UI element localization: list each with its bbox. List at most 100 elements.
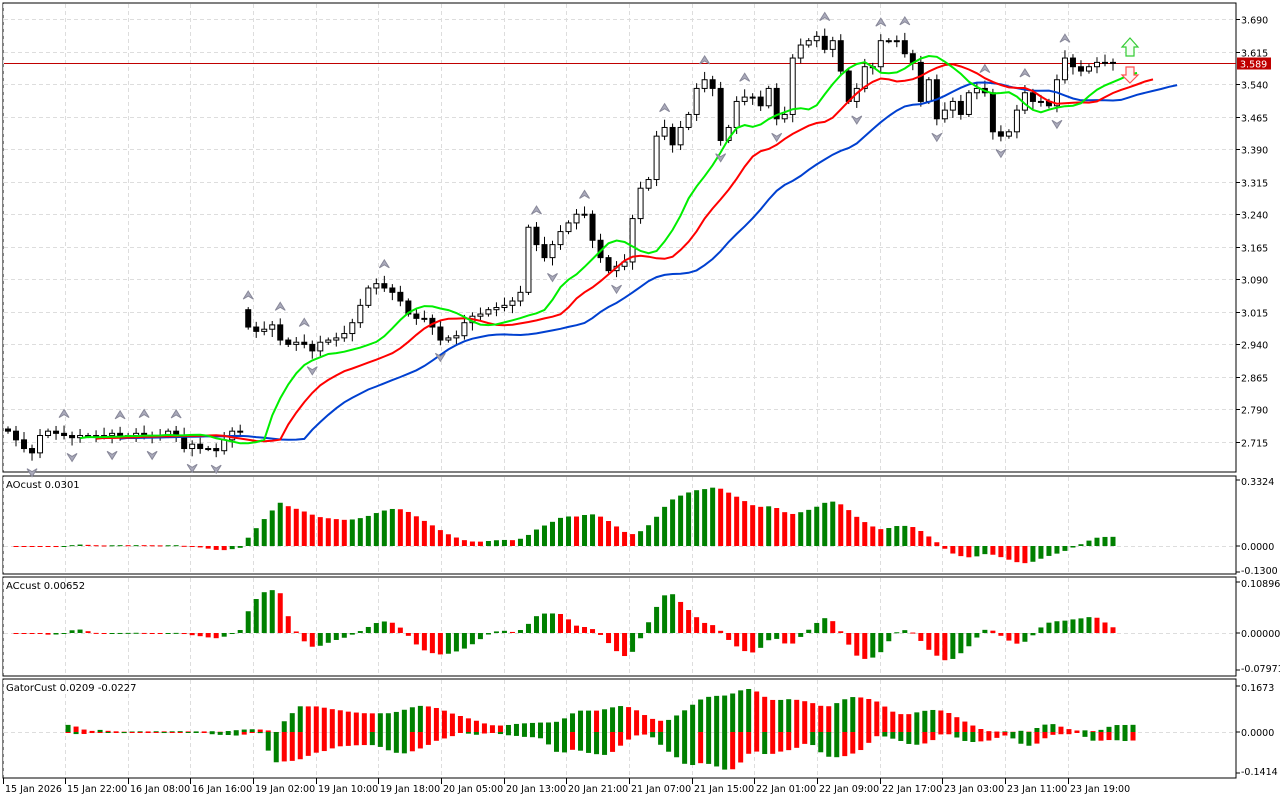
gator-upper-bar — [890, 711, 896, 732]
gator-lower-bar — [570, 732, 576, 750]
ac-bar — [798, 633, 804, 637]
candle — [13, 425, 20, 447]
candle-body — [413, 313, 420, 319]
candle-body — [653, 135, 660, 181]
ac-bar — [1038, 627, 1044, 633]
candle-body — [973, 87, 980, 94]
candle — [517, 285, 524, 307]
candle — [989, 88, 996, 140]
candle — [877, 34, 884, 72]
ao-bar — [461, 540, 467, 546]
ao-bar — [517, 538, 523, 546]
gator-upper-bar — [481, 723, 487, 732]
candle — [821, 28, 828, 54]
gator-upper-bar — [666, 719, 672, 732]
gator-lower-bar — [321, 732, 327, 752]
ac-bar — [405, 633, 411, 636]
candle-body — [317, 341, 324, 352]
ao-bar — [1110, 536, 1116, 546]
time-label: 23 Jan 11:00 — [1007, 784, 1067, 795]
ao-bar — [846, 510, 852, 546]
candle-body — [781, 113, 788, 120]
pane-frame-1 — [2, 475, 1237, 575]
ac-bar — [590, 629, 596, 633]
candle-body — [309, 343, 316, 352]
gator-lower-bar — [89, 732, 95, 734]
candle-body — [349, 322, 356, 335]
candle — [53, 425, 60, 440]
gator-upper-bar — [505, 724, 511, 732]
candle — [261, 321, 268, 336]
ac-bar — [397, 627, 403, 633]
candle-body — [397, 291, 404, 302]
gator-upper-bar — [690, 704, 696, 732]
ac-bar — [606, 633, 612, 644]
gator-lower-bar — [922, 732, 928, 744]
fractal-up-icon — [659, 102, 671, 113]
time-label: 23 Jan 19:00 — [1070, 784, 1130, 795]
ao-bar — [854, 516, 860, 546]
gator-lower-bar — [874, 732, 880, 737]
time-label: 20 Jan 21:00 — [568, 784, 628, 795]
ac-bar — [766, 633, 772, 641]
gator-lower-bar — [401, 732, 407, 754]
ao-bar — [541, 525, 547, 546]
ao-bar — [413, 516, 419, 546]
gator-upper-bar — [145, 731, 151, 733]
gator-upper-bar — [89, 730, 95, 732]
candle — [93, 430, 100, 443]
candle — [885, 38, 892, 44]
ac-bar — [85, 631, 91, 633]
candle — [373, 278, 380, 295]
gator-upper-bar — [786, 699, 792, 732]
candle-body — [949, 100, 956, 111]
time-label: 20 Jan 05:00 — [443, 784, 503, 795]
candle — [629, 214, 636, 270]
candle — [477, 307, 484, 322]
ao-bar — [590, 514, 596, 546]
ao-bar — [13, 546, 19, 547]
gator-upper-bar — [818, 705, 824, 732]
candle-body — [637, 187, 644, 220]
ac-bar — [1094, 617, 1100, 633]
gator-upper-bar — [377, 713, 383, 732]
gator-upper-bar — [65, 724, 71, 732]
candle-body — [213, 448, 220, 452]
ao-bar — [646, 525, 652, 546]
ao-bar — [950, 546, 956, 554]
candle — [181, 427, 188, 453]
gator-lower-bar — [914, 732, 920, 745]
fractal-up-icon — [531, 205, 542, 215]
price-label: 3.165 — [1241, 244, 1268, 255]
ac-bar — [517, 630, 523, 633]
ao-bar — [69, 545, 75, 547]
ac-bar — [774, 633, 780, 639]
gator-lower-bar — [481, 732, 487, 734]
fractal-down-icon — [106, 450, 118, 461]
ac-bar — [333, 633, 339, 640]
gator-lower-bar — [634, 732, 640, 736]
ac-bar — [718, 630, 724, 633]
gator-upper-bar — [810, 703, 816, 732]
candle-body — [5, 428, 11, 432]
candle-body — [581, 213, 588, 216]
pane-frame-3 — [2, 678, 1237, 779]
gator-lower-bar — [433, 732, 439, 741]
fractal-up-icon — [1059, 33, 1071, 43]
gator-upper-bar — [1034, 727, 1040, 732]
ac-bar — [245, 611, 251, 633]
gator-lower-bar — [626, 732, 632, 740]
gator-lower-bar — [842, 732, 848, 757]
gator-lower-bar — [249, 732, 255, 733]
gator-lower-bar — [938, 732, 944, 735]
candle-body — [677, 126, 684, 146]
gator-upper-bar — [1098, 729, 1104, 732]
gator-upper-bar — [105, 730, 111, 732]
fractal-down-icon — [434, 352, 446, 363]
gator-upper-bar — [914, 712, 920, 732]
ao-bar — [373, 513, 379, 546]
candle — [389, 284, 396, 301]
candle — [237, 424, 244, 437]
candle-body — [661, 126, 668, 137]
